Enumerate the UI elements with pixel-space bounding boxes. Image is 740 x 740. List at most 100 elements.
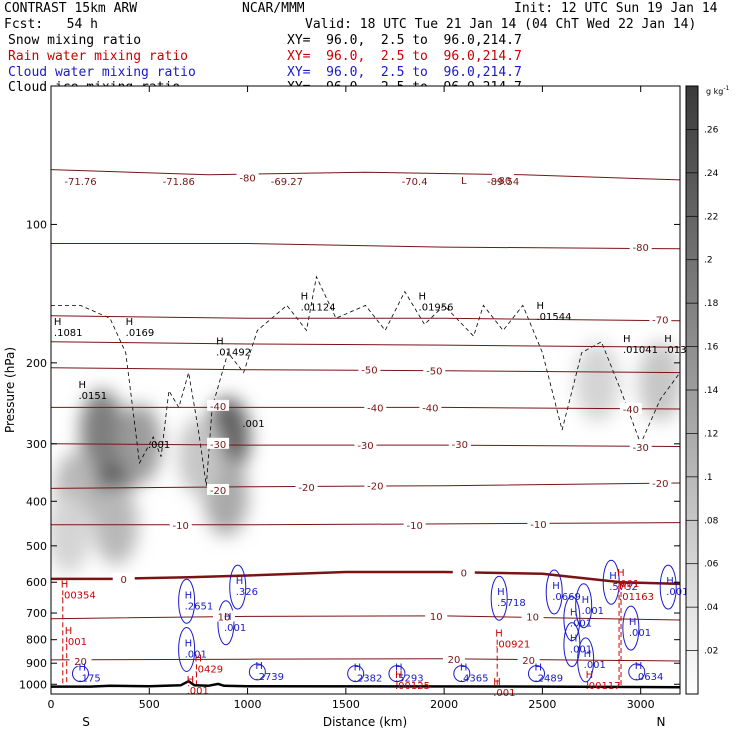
cloud-water-contour-4 [545,569,563,615]
cloud-water-contour-11 [178,626,196,672]
field-snow-label: Snow mixing ratio [8,33,142,48]
y-tick-label-9: 1000 [19,678,47,691]
model-name: CONTRAST 15km ARW [4,1,138,16]
isotherm-label-bg-9-1 [452,566,475,578]
rain-max-2: .01163 [619,592,654,603]
cloud-water-max-h-14: H [255,661,263,672]
ice-max-1: .0169 [126,328,155,339]
isotherm-label-bg-7-1 [295,480,318,492]
rain-max-5: .00125 [395,681,430,692]
cloud-water-max-19: .0634 [635,672,664,683]
xy-snow: XY= 96.0, 2.5 to 96.0,214.7 [287,33,522,48]
isotherm-label-11-1: 20 [448,655,461,666]
isotherm-label-10-0: 10 [218,612,231,623]
ice-max-6: .0139 [664,345,693,356]
colorbar-tick-label-5: .12 [704,429,718,439]
plot-frame [50,85,681,695]
isotherm-label-8-2: -10 [530,520,546,531]
ice-max-h-6: H [664,334,672,345]
ice-min-label-3: -70.4 [402,177,428,188]
terrain-line [51,679,680,689]
isotherm-line-0 [51,169,680,181]
isotherm-line-6 [51,443,680,447]
isotherm-label-bg-7-2 [364,479,387,491]
cloud-water-max-4: .0669 [552,592,581,603]
isotherm-label-bg-11-0 [69,654,92,666]
isotherm-label-bg-7-0 [207,483,230,495]
ice-min-label-4: -89.54 [487,177,519,188]
x-tick-label-0: 0 [48,698,55,711]
cloud-water-max-h-8: H [570,608,578,619]
ice-boundary [51,275,680,486]
isotherm-label-10-1: 10 [430,612,443,623]
x-tick-label-1: 500 [139,698,160,711]
cloud-water-contour-15 [347,665,365,683]
isotherm-label-0-0: -80 [239,173,255,184]
isotherm-label-7-1: -20 [298,483,314,494]
rain-max-1: .001 [65,637,87,648]
ice-max-h-4: H [536,301,544,312]
cloud-water-max-3: .5718 [497,598,526,609]
rain-max-h-0: H [61,579,69,590]
cloud-water-max-h-13: H [78,663,86,674]
cloud-water-contour-14 [248,663,266,681]
colorbar-tick-label-7: .16 [704,343,719,353]
isotherm-line-2 [51,315,680,322]
isotherm-label-2-0: -70 [652,316,668,327]
x-end-left: S [82,715,90,729]
isotherm-line-4 [51,367,680,374]
snow-shade-10 [638,341,680,422]
ice-max-h-8: H [216,336,224,347]
isotherm-label-bg-6-1 [354,439,377,451]
cloud-water-max-17: .4365 [460,674,489,685]
rain-max-h-5: H [395,670,403,681]
cloud-water-max-16: .5293 [395,674,424,685]
y-tick-label-3: 400 [26,495,47,508]
colorbar-tick-label-1: .04 [704,603,719,613]
isotherm-label-9-0: 0 [121,575,127,586]
isotherm-label-bg-4-0 [358,363,381,375]
cloud-water-max-h-4: H [552,581,560,592]
cloud-water-max-10: .001 [570,645,592,656]
isotherm-label-1-0: -80 [633,243,649,254]
isotherm-label-5-1: -40 [367,403,383,414]
isotherm-label-4-1: -50 [426,367,442,378]
isotherm-label-bg-10-1 [425,609,448,621]
cloud-water-contour-7 [575,583,593,629]
rain-max-7: .001 [187,686,209,697]
rain-max-h-3: H [495,629,503,640]
x-tick-label-5: 2500 [528,698,556,711]
isotherm-label-5-0: -40 [210,402,226,413]
y-tick-label-1: 200 [26,357,47,370]
axes: 0 500 1000 1500 2000 2500 30001002003004005006… [19,86,680,711]
cloud-water-max-13: .175 [78,674,100,685]
cloud-water-contour-12 [577,637,595,683]
y-tick-label-8: 900 [26,657,47,670]
isotherm-label-5-3: -40 [623,405,639,416]
isotherm-label-4-0: -50 [361,366,377,377]
rain-max-3: .00921 [495,640,530,651]
cloud-water-contour-9 [622,605,640,651]
isotherm-label-11-2: 20 [522,656,535,667]
colorbar-ticks: .02 .04 .06 .08 .1 .12 .14 .16 .18 .2 .22 .24 .26 [686,125,719,657]
rain-max-6: .00117 [586,681,621,692]
rain-max-h-8: H [493,677,501,688]
cloud-water-contour-3 [490,575,508,621]
colorbar-unit: g kg-1 [706,85,730,96]
cloud-water-max-h-16: H [395,663,403,674]
ice-low-marker-0: L [461,176,467,187]
cloud-water-max-h-7: H [582,595,590,606]
ice-max-h-5: H [623,334,631,345]
ice-max-h-7: H [78,380,86,391]
cloud-water-max-h-10: H [570,634,578,645]
field-rain-label: Rain water mixing ratio [8,49,189,64]
rain-max-h-2: H [619,581,627,592]
isotherm-label-bg-6-3 [629,441,652,453]
cloud-water-max-15: .2382 [354,674,383,685]
ice-max-4: .01544 [536,312,571,323]
cloud-water-contour-17 [453,665,471,683]
isotherm-label-bg-8-2 [527,517,550,529]
colorbar-tick-label-2: .06 [704,560,719,570]
init-time: Init: 12 UTC Sun 19 Jan 14 [514,1,718,16]
snow-shade-1 [80,390,125,471]
